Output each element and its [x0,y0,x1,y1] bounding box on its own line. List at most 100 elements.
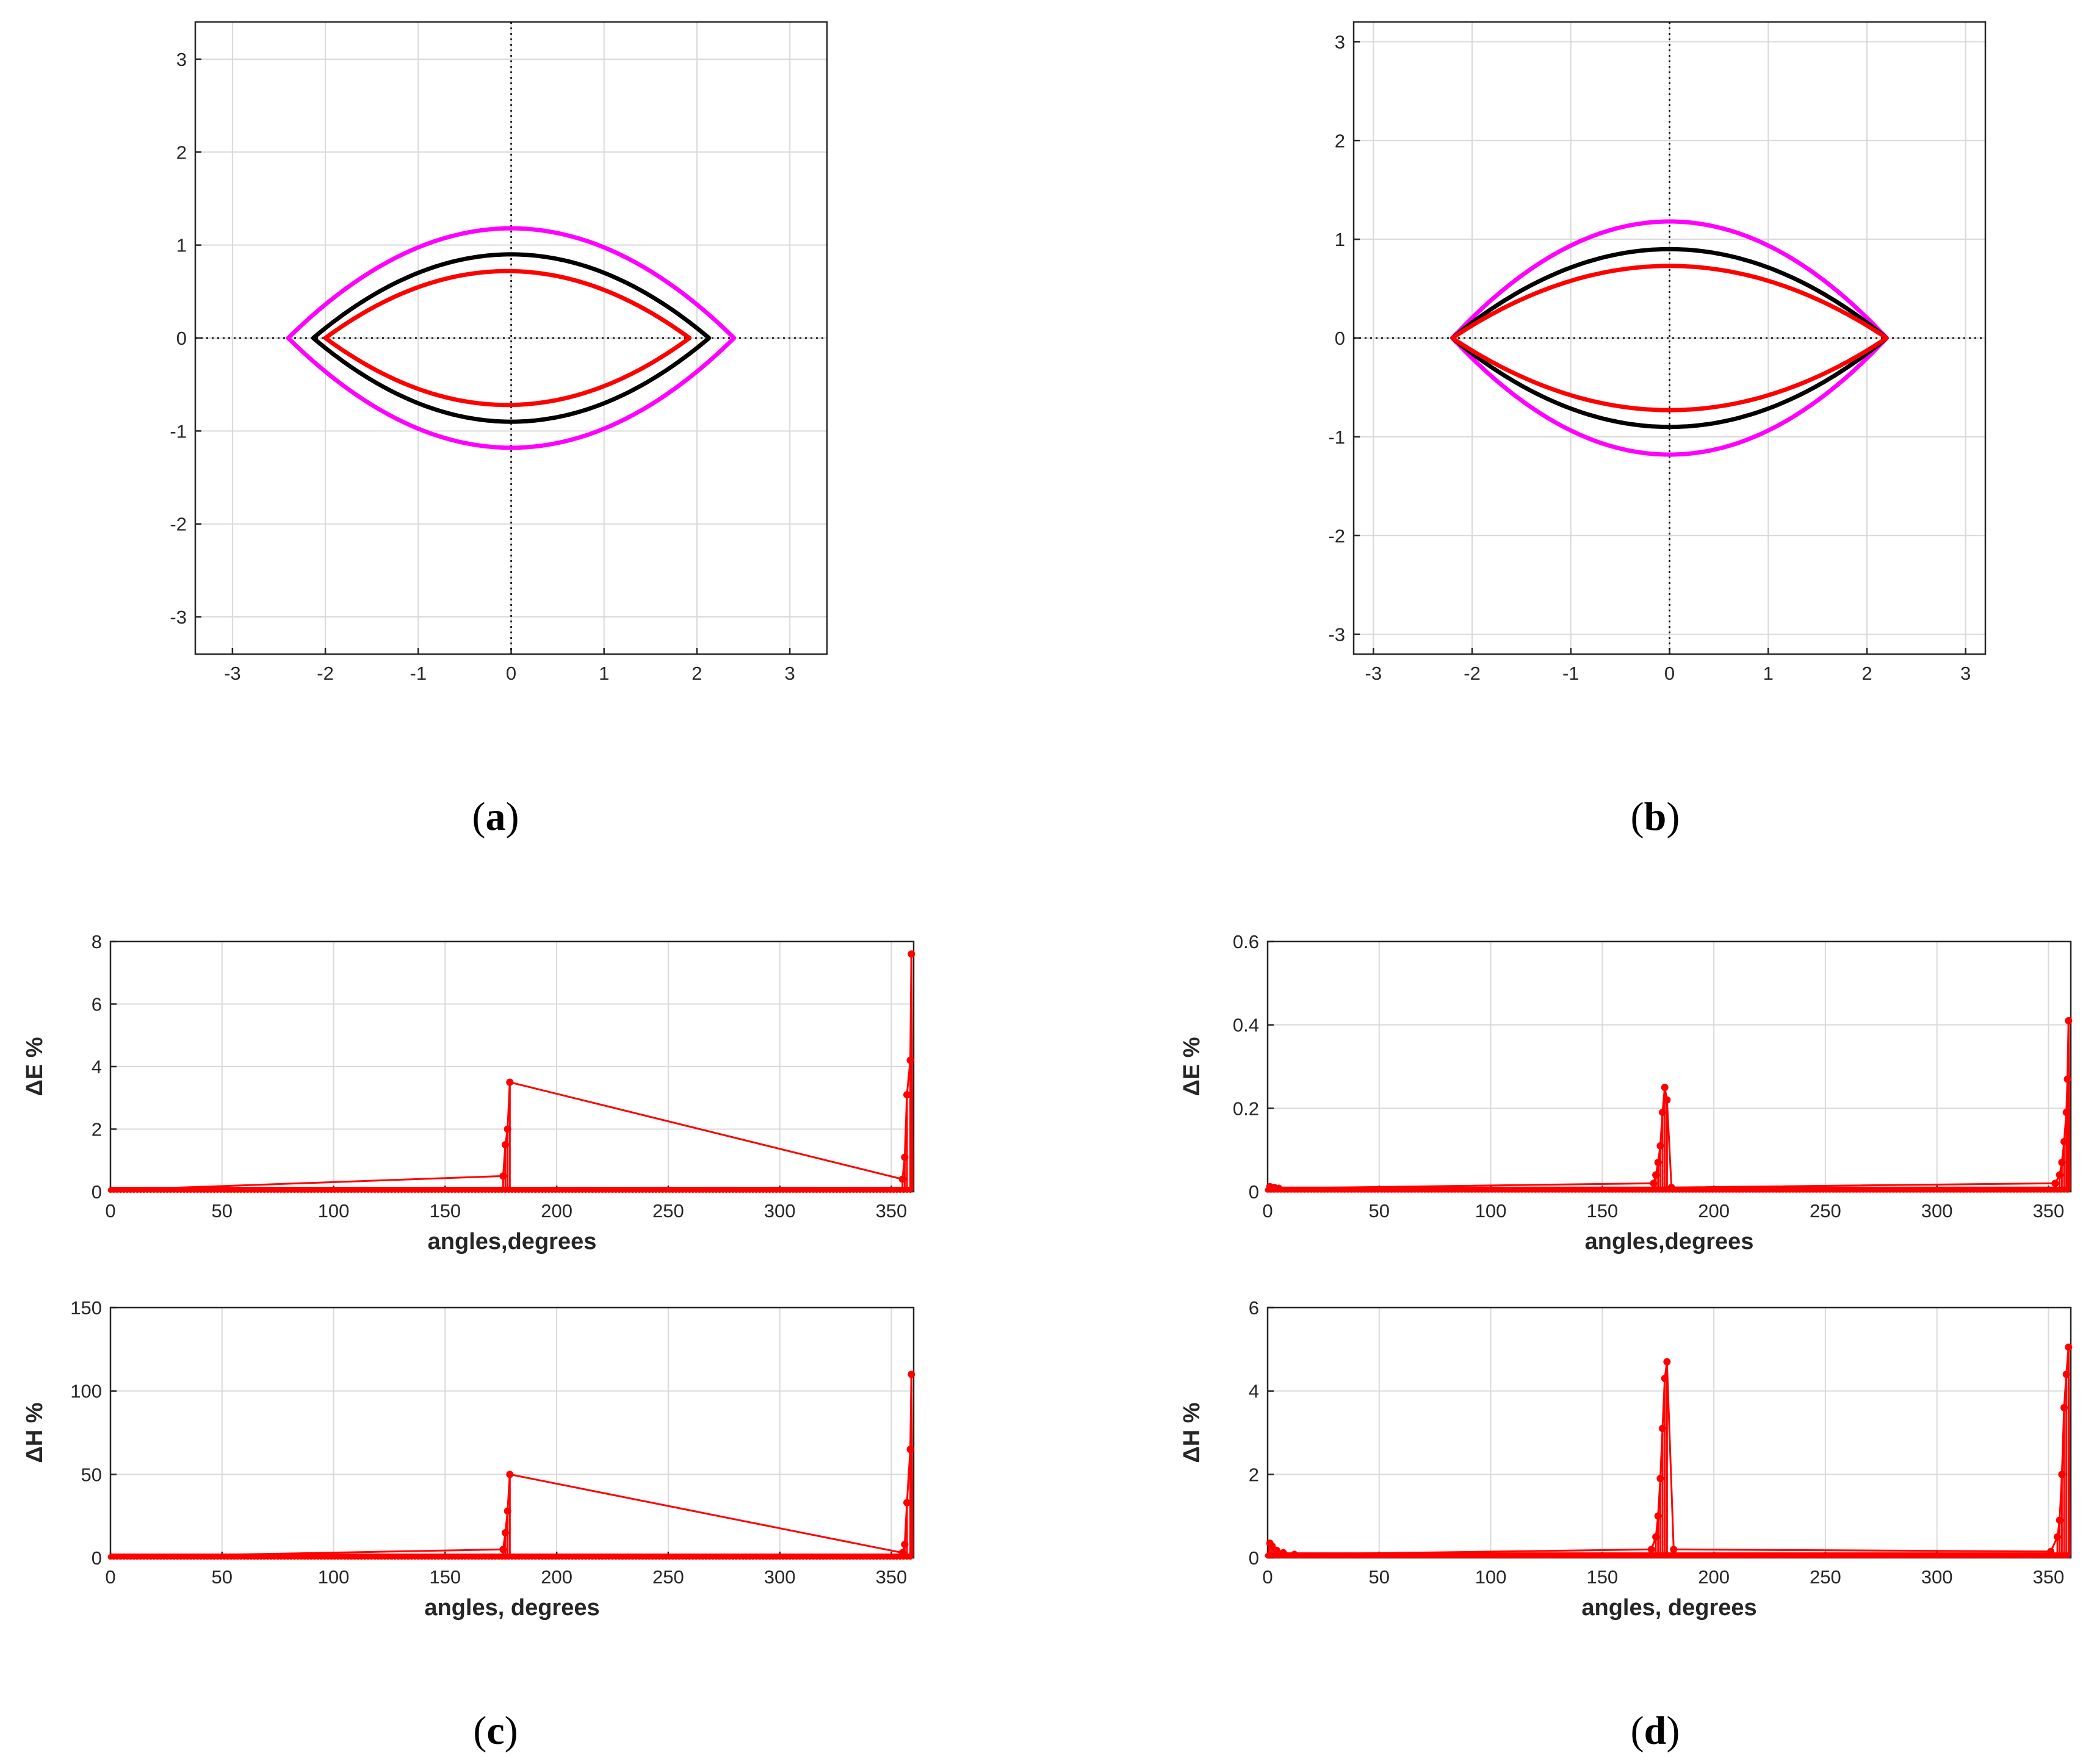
x-tick-label-3: 150 [1586,1566,1618,1588]
curve-black [311,252,712,424]
spike-point-16 [2063,1075,2071,1083]
x-tick-label-1: 50 [1369,1200,1390,1222]
caption-a: (a) [472,794,519,839]
y-tick-label-2: -1 [1328,427,1345,448]
y-tick-label-5: 2 [1335,130,1345,151]
x-tick-label-5: 250 [1810,1566,1841,1588]
spike-point-8 [1661,1084,1669,1092]
spike-point-3 [506,1078,514,1086]
spike-point-11 [1663,1358,1671,1366]
spike-point-2 [1275,1184,1283,1192]
x-tick-label-4: 200 [1698,1566,1730,1588]
y-tick-label-0: 0 [92,1547,102,1569]
y-tick-label-6: 3 [176,49,187,70]
spike-point-4 [1290,1550,1298,1558]
x-tick-label-4: 1 [599,663,609,684]
x-axis-label: angles,degrees [1585,1229,1754,1255]
x-tick-label-6: 300 [1921,1200,1953,1222]
panel-c-delta-h-plot: 0 50 100 150 200 250 300 350 0 50 100 150 angles, de… [22,1297,915,1621]
spike-series-line [1266,1347,2071,1556]
x-tick-label-4: 200 [1698,1200,1730,1222]
spike-point-6 [903,1091,911,1099]
x-tick-label-3: 0 [506,663,516,684]
spike-point-10 [1667,1184,1675,1192]
y-axis-label: ΔH % [22,1402,48,1463]
x-tick-label-3: 150 [1586,1200,1618,1222]
panel-d-delta-e-plot: 0 50 100 150 200 250 300 350 0 0.2 0.4 0.6 angles,de… [1179,931,2073,1255]
x-tick-label-0: -3 [1365,663,1382,684]
y-tick-label-1: 0.2 [1233,1098,1259,1119]
y-tick-label-0: 0 [92,1181,102,1203]
y-tick-label-0: -3 [1328,624,1345,646]
spike-series-line [1266,1020,2071,1191]
caption-c: (c) [473,1708,518,1753]
x-tick-label-5: 2 [1861,663,1872,684]
x-tick-label-0: 0 [105,1566,115,1588]
y-tick-label-0: 0 [1249,1547,1259,1569]
x-tick-label-6: 3 [1960,663,1971,684]
x-tick-label-1: -2 [1464,663,1481,684]
x-tick-label-6: 300 [764,1200,796,1222]
x-tick-label-6: 3 [784,663,795,684]
x-tick-label-6: 300 [764,1566,796,1588]
y-tick-label-4: 8 [92,931,102,952]
x-tick-label-4: 200 [541,1200,572,1222]
y-tick-label-1: -2 [170,514,187,535]
y-tick-label-3: 6 [92,994,102,1015]
x-tick-label-1: 50 [212,1566,233,1588]
y-tick-label-1: 2 [92,1119,102,1140]
panel-a-plot: -3 -2 -1 0 1 2 3 -3 -2 -1 0 1 2 3 [170,21,828,684]
y-tick-label-2: 0.4 [1233,1015,1259,1036]
x-tick-label-2: -1 [410,663,427,684]
panel-b-plot: -3 -2 -1 0 1 2 3 -3 -2 -1 0 1 2 3 [1328,21,1987,684]
y-tick-label-2: -1 [170,420,187,442]
x-tick-label-4: 200 [541,1566,572,1588]
spike-series-line [110,954,914,1191]
axes-frame [109,1306,915,1559]
y-tick-label-0: -3 [170,607,187,628]
caption-b: (b) [1631,794,1680,839]
y-tick-label-2: 100 [70,1381,102,1402]
x-tick-label-2: 100 [318,1566,350,1588]
y-axis-label: ΔE % [22,1037,48,1096]
spike-series-line [110,1374,914,1558]
spike-point-11 [2051,1179,2059,1187]
spike-point-6 [903,1499,911,1507]
spike-point-17 [2065,1017,2073,1024]
y-tick-label-4: 1 [176,235,187,256]
x-tick-label-7: 350 [876,1200,908,1222]
spike-point-12 [1670,1546,1678,1553]
spike-point-9 [1663,1096,1671,1104]
x-tick-label-1: 50 [1369,1566,1390,1588]
y-tick-label-3: 150 [70,1297,102,1319]
panel-d-delta-h-plot: 0 50 100 150 200 250 300 350 0 2 4 6 angles, degrees… [1179,1297,2073,1621]
x-tick-label-0: 0 [1262,1200,1273,1222]
x-tick-label-2: 100 [1475,1566,1507,1588]
x-tick-label-0: 0 [105,1200,115,1222]
spike-point-7 [906,1056,914,1064]
x-tick-label-3: 150 [429,1200,461,1222]
y-tick-label-3: 0 [1335,328,1345,349]
x-tick-label-4: 1 [1763,663,1774,684]
curve-red [323,268,692,408]
y-tick-label-1: 50 [81,1464,102,1485]
y-tick-label-5: 2 [176,142,187,163]
x-axis-label: angles, degrees [424,1595,599,1621]
y-tick-label-1: -2 [1328,525,1345,547]
x-tick-label-3: 150 [429,1566,461,1588]
x-tick-label-2: -1 [1562,663,1580,684]
x-tick-label-0: -3 [224,663,241,684]
x-tick-label-5: 250 [1810,1200,1841,1222]
y-tick-label-3: 6 [1249,1297,1259,1319]
x-tick-label-3: 0 [1664,663,1675,684]
y-tick-label-2: 4 [1249,1381,1259,1402]
x-tick-label-5: 250 [652,1200,684,1222]
spike-point-3 [1279,1549,1287,1557]
spike-point-8 [908,1370,915,1378]
x-tick-label-2: 100 [318,1200,350,1222]
x-tick-label-1: -2 [317,663,334,684]
curve-magenta [286,226,737,450]
y-tick-label-2: 4 [92,1056,102,1078]
x-tick-label-5: 250 [652,1566,684,1588]
